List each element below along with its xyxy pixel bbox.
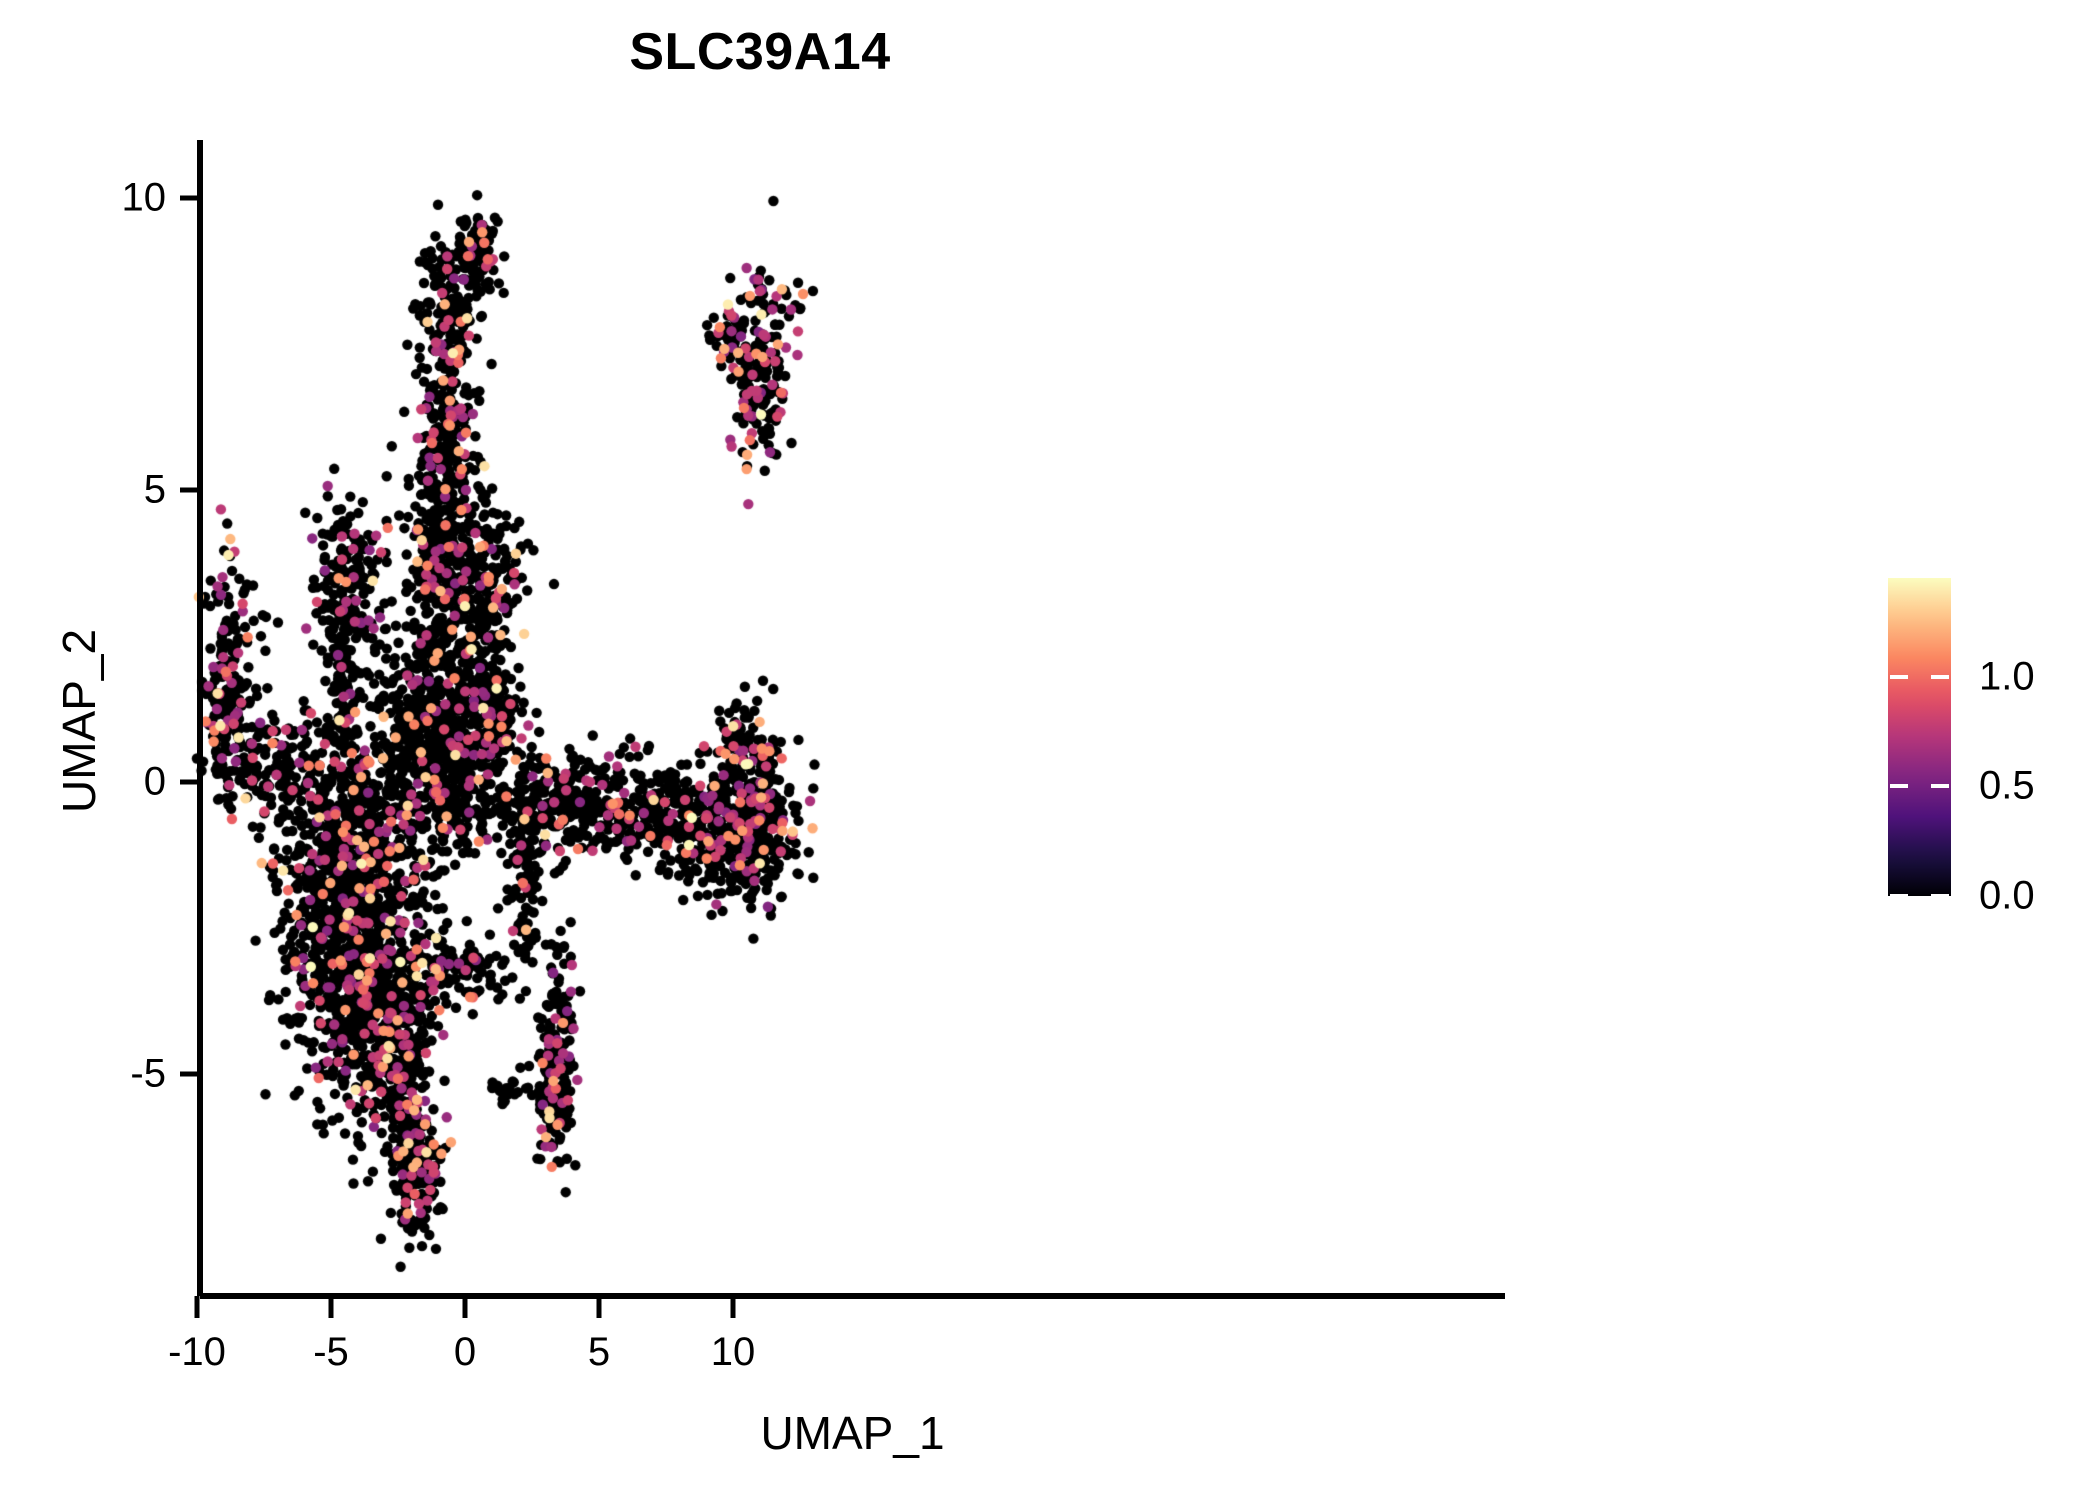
y-tick-label: 5 (143, 467, 166, 512)
y-tick-label: -5 (130, 1051, 166, 1096)
colorbar-tick-mark (1890, 784, 1908, 789)
colorbar-tick-label: 0.0 (1979, 873, 2035, 918)
colorbar-tick-mark (1931, 674, 1949, 679)
colorbar-tick-label: 0.5 (1979, 763, 2035, 808)
x-tick-label: 0 (453, 1330, 477, 1374)
y-tick-label: 0 (143, 759, 166, 804)
y-axis-label: UMAP_2 (53, 628, 105, 813)
y-tick-label: 10 (121, 175, 167, 220)
colorbar-tick-label: 1.0 (1979, 654, 2035, 699)
x-tick-label: 5 (587, 1330, 611, 1374)
x-tick-label: -5 (313, 1330, 349, 1374)
colorbar-tick-mark (1890, 894, 1908, 898)
colorbar-tick-mark (1931, 784, 1949, 789)
colorbar-gradient (1888, 578, 1951, 896)
colorbar-tick-mark (1890, 674, 1908, 679)
x-tick-label: 10 (710, 1330, 756, 1374)
x-axis-label: UMAP_1 (760, 1407, 945, 1459)
colorbar-tick-mark (1931, 894, 1949, 898)
colorbar-legend[interactable] (1888, 578, 1951, 896)
x-tick-label: -10 (168, 1330, 226, 1374)
